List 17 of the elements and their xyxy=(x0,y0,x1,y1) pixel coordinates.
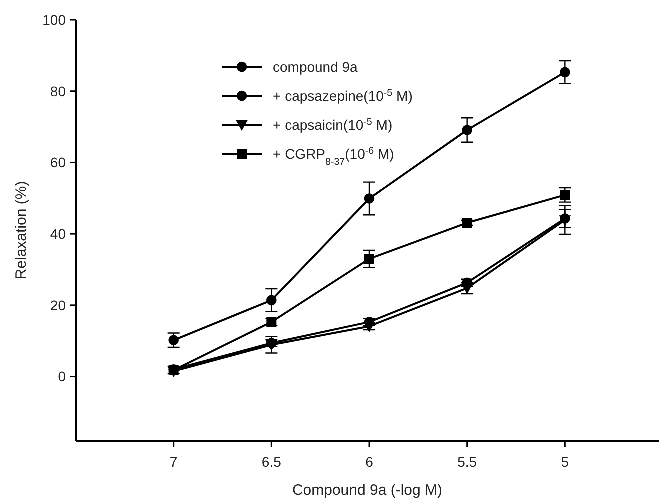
x-tick-label: 6 xyxy=(366,454,374,470)
y-tick-label: 100 xyxy=(42,12,66,28)
x-tick-label: 6.5 xyxy=(262,454,282,470)
x-tick-label: 5 xyxy=(561,454,570,470)
y-axis-title: Relaxation (%) xyxy=(13,181,30,280)
legend-label: + CGRP$_{8-37}$(10$^{-6}$ M) xyxy=(273,145,394,168)
y-tick-label: 40 xyxy=(50,226,66,242)
legend-label: compound 9a xyxy=(273,58,358,75)
y-tick-label: 0 xyxy=(58,368,66,385)
legend-label: + capsazepine(10$^{-5}$ M) xyxy=(273,87,413,104)
x-axis-title: Compound 9a (-log M) xyxy=(292,482,443,499)
legend-label: + capsaicin(10$^{-5}$ M) xyxy=(273,116,393,133)
y-tick-label: 20 xyxy=(50,297,66,314)
x-tick-label: 7 xyxy=(170,454,178,470)
y-tick-label: 80 xyxy=(50,83,66,100)
x-tick-label: 5.5 xyxy=(458,454,478,470)
y-tick-label: 60 xyxy=(50,154,66,171)
